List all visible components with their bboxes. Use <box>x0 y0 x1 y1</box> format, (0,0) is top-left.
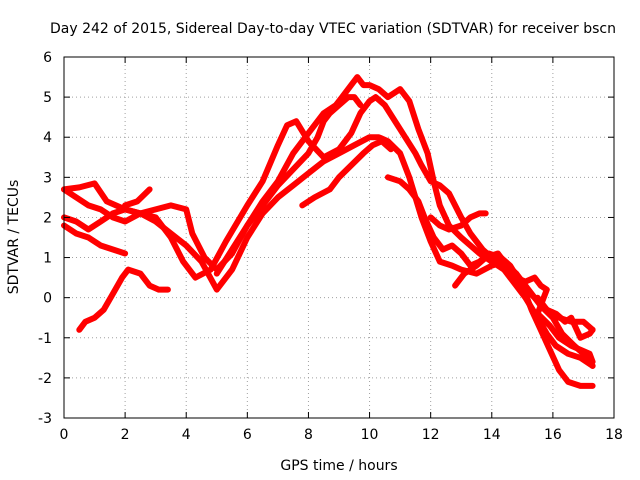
x-tick-label: 0 <box>60 427 69 443</box>
series-track-7 <box>213 94 364 277</box>
series-track-12 <box>534 294 596 341</box>
y-tick-label: -2 <box>38 371 52 387</box>
y-tick-label: 4 <box>43 130 52 146</box>
x-tick-label: 8 <box>304 427 313 443</box>
series-track-6 <box>122 186 153 209</box>
plot-frame <box>63 56 615 419</box>
series-track-2 <box>61 74 596 369</box>
series-track-8 <box>299 138 394 209</box>
series-layer <box>61 74 596 389</box>
x-tick-label: 18 <box>605 427 623 443</box>
chart-title: Day 242 of 2015, Sidereal Day-to-day VTE… <box>50 21 616 37</box>
x-tick-label: 6 <box>243 427 252 443</box>
y-tick-label: 0 <box>43 291 52 307</box>
y-tick-label: 6 <box>43 50 52 66</box>
y-tick-label: 5 <box>43 90 52 106</box>
x-tick-label: 16 <box>544 427 562 443</box>
series-track-10 <box>427 210 489 233</box>
x-tick-label: 4 <box>182 427 191 443</box>
y-tick-label: 2 <box>43 210 52 226</box>
x-tick-label: 2 <box>121 427 130 443</box>
y-tick-label: -1 <box>38 331 52 347</box>
series-track-11 <box>452 250 596 365</box>
series-track-4 <box>61 222 129 257</box>
grid-layer <box>64 57 614 418</box>
y-tick-label: -3 <box>38 411 52 427</box>
series-track-5 <box>76 266 171 333</box>
y-tick-label: 1 <box>43 251 52 267</box>
x-tick-label: 10 <box>361 427 379 443</box>
x-axis-label: GPS time / hours <box>280 458 397 474</box>
x-tick-label: 12 <box>422 427 440 443</box>
series-track-9 <box>384 174 596 389</box>
y-axis-label: SDTVAR / TECUs <box>6 180 22 295</box>
x-tick-label: 14 <box>483 427 501 443</box>
series-track-3 <box>61 134 596 369</box>
y-tick-label: 3 <box>43 170 52 186</box>
